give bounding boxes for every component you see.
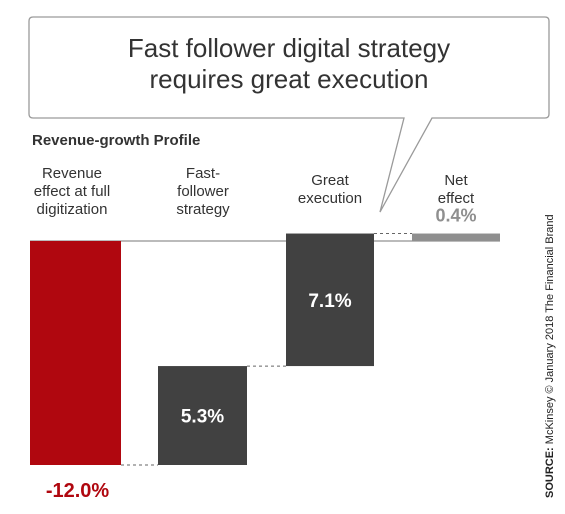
category-label-line: follower — [177, 183, 229, 200]
category-label-4: Net effect — [438, 172, 475, 207]
category-label-3: Great execution — [298, 172, 362, 207]
category-label-line: digitization — [37, 201, 108, 218]
bar-2 — [158, 366, 247, 465]
category-label-2: Fast-follower strategy — [176, 165, 230, 218]
value-label-2: 5.3% — [181, 407, 224, 428]
category-label-line: Revenue — [42, 165, 102, 182]
labels-layer: -12.0% Revenue effect at full digitization 5… — [34, 165, 477, 502]
bar-1 — [30, 241, 121, 465]
callout-line-2: requires great execution — [150, 64, 429, 94]
category-label-line: effect at full — [34, 183, 110, 200]
source-note: SOURCE: McKinsey © January 2018 The Fina… — [544, 214, 556, 498]
value-label-3: 7.1% — [308, 291, 351, 312]
category-label-line: execution — [298, 190, 362, 207]
callout-bubble — [28, 16, 550, 213]
chart-subtitle: Revenue-growth Profile — [32, 132, 200, 149]
value-label-4: 0.4% — [435, 206, 476, 226]
bar-3 — [286, 233, 374, 367]
category-label-1: Revenue effect at full digitization — [34, 165, 110, 218]
source-text: McKinsey © January 2018 The Financial Br… — [544, 214, 556, 447]
bars-layer — [30, 233, 500, 466]
value-label-1: -12.0% — [46, 480, 110, 502]
callout-line-1: Fast follower digital strategy — [128, 33, 450, 63]
category-label-line: effect — [438, 190, 475, 207]
source-prefix: SOURCE: — [544, 447, 556, 498]
category-label-line: Fast- — [186, 165, 220, 182]
category-label-line: Net — [444, 172, 468, 189]
category-label-line: Great — [311, 172, 349, 189]
bar-4 — [412, 233, 500, 241]
category-label-line: strategy — [176, 201, 230, 218]
